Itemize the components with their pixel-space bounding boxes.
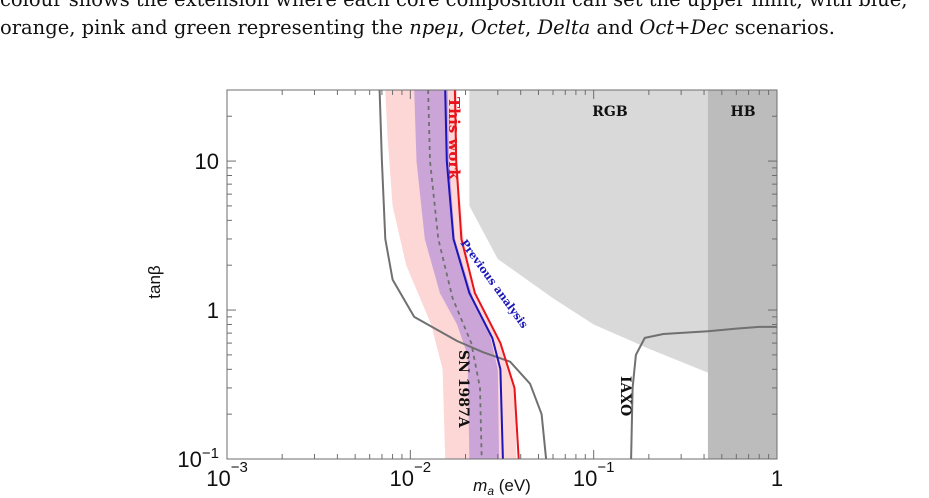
x-tick-label: 10−3: [206, 459, 248, 491]
this-work-curve: [453, 90, 520, 459]
figure-caption: colour shows the extension where each co…: [0, 0, 929, 42]
caption-sep-3: and: [590, 16, 640, 39]
scenario-npemu: npeμ: [409, 16, 459, 39]
axis-ticks: 10−3 10−2 10−1 1 10−1 1 10: [177, 89, 783, 491]
x-axis-label-unit: (eV): [494, 476, 531, 495]
x-axis-label-symbol: m: [473, 476, 487, 495]
scenario-delta: Delta: [537, 16, 591, 39]
caption-line-2: orange, pink and green representing the …: [0, 14, 929, 42]
caption-line-2-end: scenarios.: [728, 16, 835, 39]
dashed-curve: [427, 90, 483, 459]
caption-line-1: colour shows the extension where each co…: [0, 0, 929, 14]
x-axis-label: ma (eV): [473, 476, 531, 498]
sn1987a-curve: [378, 90, 548, 459]
x-tick-label: 10−2: [390, 459, 432, 491]
plot-frame: [226, 89, 778, 460]
hb-label: HB: [730, 104, 755, 120]
caption-sep-1: ,: [458, 16, 471, 39]
purple-band: [414, 90, 500, 459]
hb-excluded-region: [707, 90, 777, 459]
this-work-label: This work: [445, 97, 463, 180]
y-tick-label: 10: [195, 149, 219, 174]
caption-sep-2: ,: [525, 16, 538, 39]
y-tick-label: 1: [207, 298, 219, 323]
sn1987a-label: SN 1987A: [455, 350, 471, 429]
x-tick-label: 10−1: [573, 459, 615, 491]
previous-analysis-curve: [444, 90, 504, 459]
plot-area: [227, 90, 777, 459]
caption-line-2-start: orange, pink and green representing the: [0, 16, 410, 39]
rgb-label: RGB: [592, 104, 628, 120]
iaxo-label: IAXO: [617, 376, 633, 416]
x-axis-label-subscript: a: [487, 484, 494, 498]
iaxo-curve: [630, 325, 777, 459]
y-axis-label: tanβ: [145, 265, 164, 299]
x-tick-label: 1: [771, 466, 783, 491]
scenario-octdec: Oct+Dec: [639, 16, 729, 39]
scenario-octet: Octet: [470, 16, 526, 39]
y-tick-label: 10−1: [177, 445, 219, 472]
rgb-excluded-region: [469, 90, 777, 415]
